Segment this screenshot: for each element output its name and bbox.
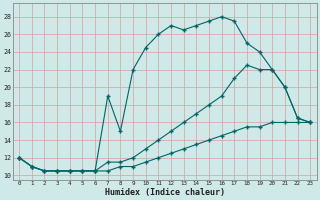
X-axis label: Humidex (Indice chaleur): Humidex (Indice chaleur) xyxy=(105,188,225,197)
